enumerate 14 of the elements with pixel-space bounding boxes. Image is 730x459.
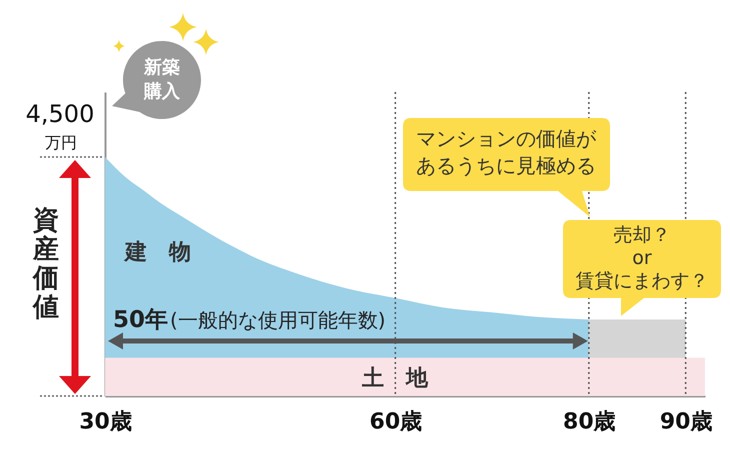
series-label: 建 物 <box>123 240 191 265</box>
x-tick-label: 80歳 <box>563 410 616 434</box>
annotation: 4,500 <box>26 100 94 128</box>
x-tick-label: 30歳 <box>79 410 132 434</box>
annotation: (一般的な使用可能年数) <box>170 308 386 332</box>
annotation: 売却？ or 賃貸にまわす？ <box>576 224 708 292</box>
annotation: マンションの価値があるうちに見極める <box>416 126 597 178</box>
text: 万円 <box>45 133 77 152</box>
text: 新築購入 <box>143 57 181 102</box>
y-axis-title: 資産価値 <box>32 206 59 322</box>
series-label: 土 地 <box>361 366 429 391</box>
annotation: 50年 <box>113 307 168 333</box>
x-tick-label: 60歳 <box>370 410 422 434</box>
x-tick-label: 90歳 <box>660 410 712 434</box>
